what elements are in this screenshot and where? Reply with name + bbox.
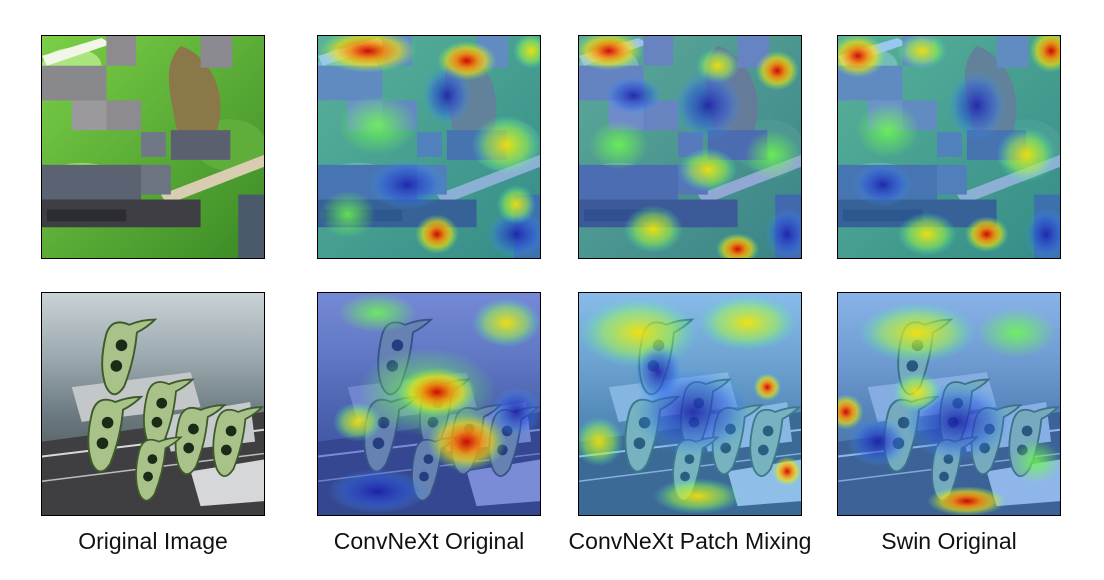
convnext-original-heatmap-collage [317, 35, 541, 259]
swin-original-heatmap-collage [837, 35, 1061, 259]
convnext-original-heatmap-flight-deck [317, 292, 541, 516]
caption-original-image: Original Image [78, 528, 228, 554]
original-image-flight-deck [41, 292, 265, 516]
original-image-collage [41, 35, 265, 259]
caption-convnext-original: ConvNeXt Original [333, 528, 525, 554]
convnext-patch-mixing-heatmap-flight-deck [578, 292, 802, 516]
caption-convnext-patch-mixing: ConvNeXt Patch Mixing [568, 528, 812, 554]
caption-swin-original: Swin Original [881, 528, 1017, 554]
swin-original-heatmap-flight-deck [837, 292, 1061, 516]
convnext-patch-mixing-heatmap-collage [578, 35, 802, 259]
